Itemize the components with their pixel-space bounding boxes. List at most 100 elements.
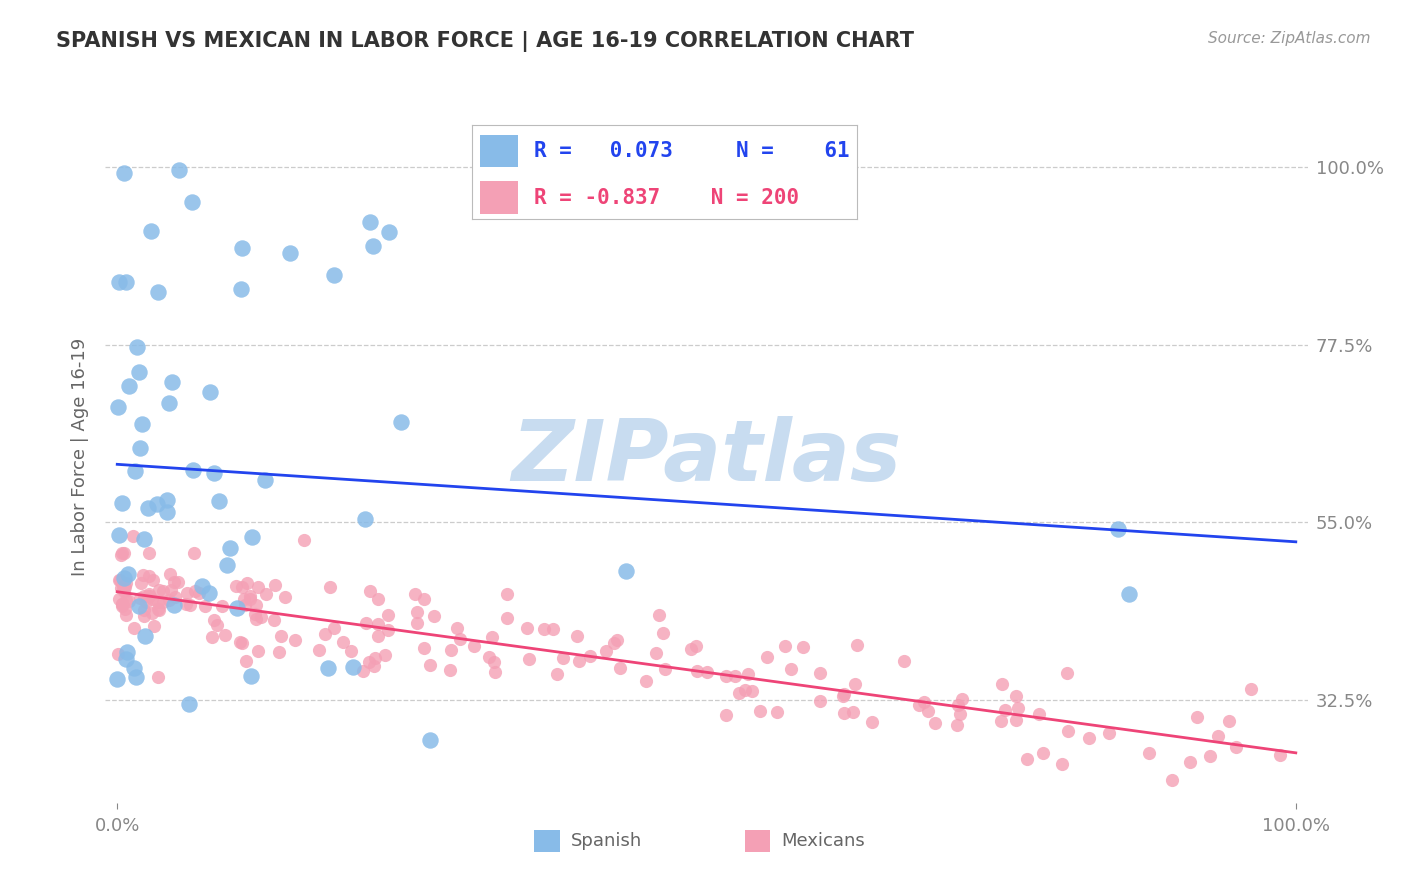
Point xyxy=(264,577,287,591)
Point xyxy=(240,530,263,544)
Point xyxy=(842,705,865,719)
Point xyxy=(1004,713,1026,727)
Point xyxy=(756,650,779,665)
Point xyxy=(377,623,399,637)
Point xyxy=(239,589,262,603)
Point xyxy=(1007,701,1029,715)
Point xyxy=(112,584,135,599)
Point xyxy=(551,651,574,665)
Point xyxy=(423,608,446,623)
Point xyxy=(254,587,277,601)
Point xyxy=(183,546,205,560)
Point xyxy=(440,642,463,657)
Point xyxy=(233,598,256,612)
Point xyxy=(231,636,253,650)
Point xyxy=(250,610,273,624)
Point xyxy=(107,400,129,414)
Point xyxy=(1268,748,1291,763)
Point xyxy=(1005,690,1028,704)
Point xyxy=(292,533,315,547)
Point xyxy=(239,592,262,607)
Point xyxy=(205,617,228,632)
Point xyxy=(696,665,718,680)
Point xyxy=(152,595,174,609)
Point xyxy=(115,608,138,623)
Point xyxy=(148,582,170,597)
Y-axis label: In Labor Force | Age 16-19: In Labor Force | Age 16-19 xyxy=(72,338,90,576)
Point xyxy=(125,340,148,354)
Point xyxy=(181,194,204,209)
Point xyxy=(245,598,267,612)
Point xyxy=(135,595,157,609)
Point xyxy=(128,599,150,613)
Text: Source: ZipAtlas.com: Source: ZipAtlas.com xyxy=(1208,31,1371,46)
Point xyxy=(893,654,915,668)
Point xyxy=(907,698,929,712)
Point xyxy=(318,580,340,594)
Point xyxy=(111,546,134,560)
Point xyxy=(114,652,136,666)
Point xyxy=(1015,752,1038,766)
Point xyxy=(208,494,231,508)
Point xyxy=(363,658,385,673)
Point xyxy=(949,706,972,721)
Point xyxy=(912,696,935,710)
Point xyxy=(413,640,436,655)
Text: SPANISH VS MEXICAN IN LABOR FORCE | AGE 16-19 CORRELATION CHART: SPANISH VS MEXICAN IN LABOR FORCE | AGE … xyxy=(56,31,914,53)
Point xyxy=(114,602,136,616)
Point xyxy=(609,661,631,675)
Point xyxy=(148,603,170,617)
Point xyxy=(808,694,831,708)
Point xyxy=(727,686,749,700)
Point xyxy=(162,575,184,590)
Point xyxy=(946,718,969,732)
Point xyxy=(236,575,259,590)
Point xyxy=(184,583,207,598)
Point xyxy=(377,608,399,623)
Point xyxy=(616,564,638,578)
Point xyxy=(146,497,169,511)
Point xyxy=(117,645,139,659)
Point xyxy=(243,607,266,622)
Point xyxy=(229,635,252,649)
Point xyxy=(177,697,200,711)
Point xyxy=(278,246,301,260)
Point xyxy=(114,580,136,594)
Point xyxy=(128,366,150,380)
Point xyxy=(269,645,291,659)
Point xyxy=(174,597,197,611)
Point xyxy=(194,599,217,614)
Point xyxy=(924,716,946,731)
Point xyxy=(131,417,153,431)
Point xyxy=(1098,726,1121,740)
Point xyxy=(229,282,252,296)
Point xyxy=(122,661,145,675)
Point xyxy=(128,441,150,455)
Point xyxy=(1239,682,1261,697)
Point xyxy=(111,597,134,611)
Point xyxy=(214,628,236,642)
Point xyxy=(152,583,174,598)
Point xyxy=(517,652,540,666)
Point xyxy=(1077,731,1099,745)
Point xyxy=(215,558,238,572)
Point xyxy=(595,644,617,658)
Point xyxy=(111,581,134,595)
Point xyxy=(449,632,471,646)
Point xyxy=(128,591,150,605)
Point xyxy=(482,655,505,669)
Point xyxy=(115,275,138,289)
Point xyxy=(1199,748,1222,763)
Point xyxy=(419,733,441,747)
Point xyxy=(579,648,602,663)
Point xyxy=(263,613,285,627)
Point xyxy=(994,703,1017,717)
Point xyxy=(111,599,134,613)
Point xyxy=(484,665,506,679)
Point xyxy=(142,619,165,633)
Point xyxy=(361,239,384,253)
Point xyxy=(354,512,377,526)
Point xyxy=(1139,746,1161,760)
Point xyxy=(136,500,159,515)
Point xyxy=(792,640,814,654)
